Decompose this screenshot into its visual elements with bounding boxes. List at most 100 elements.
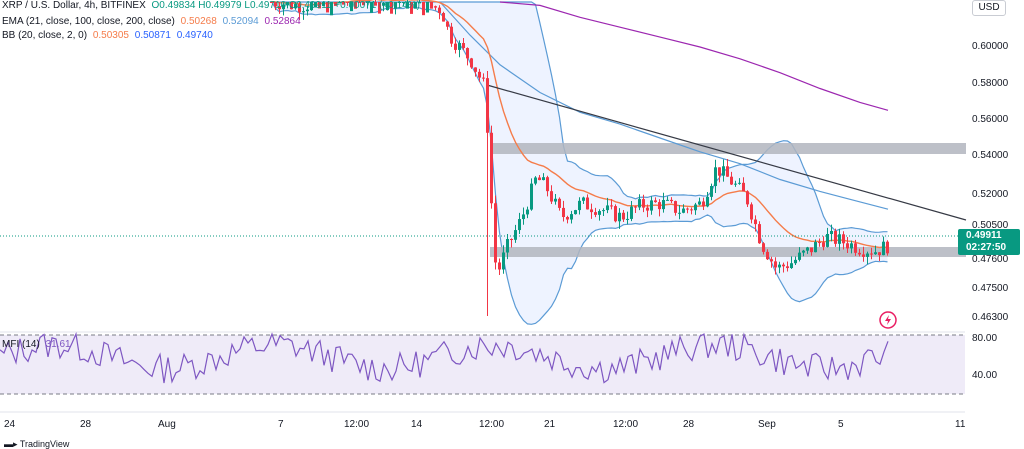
candle-body	[666, 199, 669, 201]
mfi-band	[0, 335, 965, 394]
candle-body	[702, 201, 705, 207]
candle-body	[862, 254, 865, 257]
candle-body	[486, 78, 489, 133]
candle-body	[782, 264, 785, 267]
candle-body	[742, 182, 745, 192]
candle-body	[694, 204, 697, 211]
currency-button[interactable]: USD	[972, 0, 1006, 16]
candle-body	[750, 204, 753, 220]
tradingview-logo[interactable]: ▬▸ TradingView	[4, 439, 69, 449]
bar-countdown: 02:27:50	[966, 242, 1007, 253]
candle-body	[854, 243, 857, 253]
candle-body	[562, 207, 565, 218]
candle-body	[394, 2, 397, 9]
price-axis-label: 0.56000	[972, 114, 1009, 125]
price-axis[interactable]: 0.60000 0.58000 0.56000 0.54000 0.52000 0.505…	[972, 41, 1009, 323]
candle-body	[506, 239, 509, 253]
candle-body	[422, 2, 425, 16]
candle-body	[718, 167, 721, 176]
candle-body	[570, 214, 573, 220]
candle-body	[510, 239, 513, 241]
price-axis-label: 0.47600	[972, 254, 1009, 265]
last-price-value: 0.49911	[966, 230, 1002, 241]
candle-body	[662, 200, 665, 210]
price-axis-label: 0.47500	[972, 283, 1009, 294]
bollinger-band-fill	[271, 1, 888, 325]
candle-body	[674, 201, 677, 213]
support-zone[interactable]	[490, 247, 966, 257]
candle-body	[842, 234, 845, 244]
candle-body	[466, 48, 469, 59]
candle-body	[374, 2, 377, 6]
candle-body	[882, 241, 885, 256]
candle-body	[438, 7, 441, 14]
ohlc-values: O0.49834 H0.49979 L0.49710 C0.49911 +0.0…	[151, 0, 420, 11]
candle-body	[418, 2, 421, 4]
time-axis-label: 12:00	[344, 419, 369, 430]
price-axis-label: 0.54000	[972, 150, 1009, 161]
candle-body	[678, 212, 681, 214]
ema-200-value: 0.52864	[264, 16, 301, 27]
candle-body	[330, 2, 333, 16]
candle-body	[710, 186, 713, 197]
candle-body	[358, 2, 361, 3]
candle-body	[522, 214, 525, 220]
time-axis-label: 28	[683, 419, 695, 430]
resistance-zone[interactable]	[490, 143, 966, 154]
brand-name: TradingView	[19, 439, 70, 449]
time-axis-label: 21	[544, 419, 556, 430]
candle-body	[654, 200, 657, 203]
candle-body	[454, 43, 457, 50]
candle-body	[834, 230, 837, 244]
candle-body	[838, 234, 841, 244]
ema-100-line	[439, 1, 889, 210]
candle-body	[558, 198, 561, 208]
legend-bb-row: BB (20, close, 2, 0) 0.50305 0.50871 0.4…	[2, 30, 213, 41]
candle-body	[578, 200, 581, 211]
candle-body	[810, 247, 813, 253]
candle-body	[598, 211, 601, 215]
time-axis-label: 12:00	[613, 419, 638, 430]
descending-trendline[interactable]	[486, 84, 967, 221]
lightning-icon[interactable]	[879, 311, 897, 329]
time-axis[interactable]: 24 28 Aug 7 12:00 14 12:00 21 12:00 28 Sep 5 11	[4, 419, 966, 430]
candle-body	[826, 233, 829, 247]
candle-body	[642, 199, 645, 208]
mfi-axis[interactable]: 80.00 40.00	[972, 333, 997, 381]
candle-body	[398, 2, 401, 3]
candle-body	[626, 218, 629, 220]
candle-body	[746, 191, 749, 205]
candle-body	[378, 2, 381, 14]
candle-body	[602, 210, 605, 212]
time-axis-label: Aug	[158, 419, 176, 430]
candle-body	[690, 209, 693, 211]
candle-body	[518, 219, 521, 231]
candle-body	[354, 2, 357, 9]
candle-body	[526, 209, 529, 215]
bb-upper-value: 0.50871	[134, 30, 171, 41]
candle-body	[870, 253, 873, 255]
candle-body	[326, 2, 329, 13]
candle-body	[698, 201, 701, 205]
candle-body	[294, 3, 297, 9]
candle-body	[554, 198, 557, 202]
candle-body	[434, 6, 437, 8]
candle-body	[450, 26, 453, 44]
price-axis-label: 0.46300	[972, 312, 1009, 323]
candle-body	[538, 177, 541, 181]
candle-body	[858, 252, 861, 255]
candle-body	[730, 176, 733, 185]
candlestick-series[interactable]	[270, 0, 889, 316]
mfi-value: 31.61	[45, 339, 71, 350]
legend-ema-row: EMA (21, close, 100, close, 200, close) …	[2, 16, 301, 27]
candle-body	[706, 196, 709, 207]
candle-body	[766, 251, 769, 260]
candle-body	[406, 2, 409, 9]
candle-body	[546, 177, 549, 192]
time-axis-label: 24	[4, 419, 16, 430]
candle-body	[582, 197, 585, 201]
candle-body	[390, 2, 393, 14]
time-axis-label: 5	[838, 419, 844, 430]
